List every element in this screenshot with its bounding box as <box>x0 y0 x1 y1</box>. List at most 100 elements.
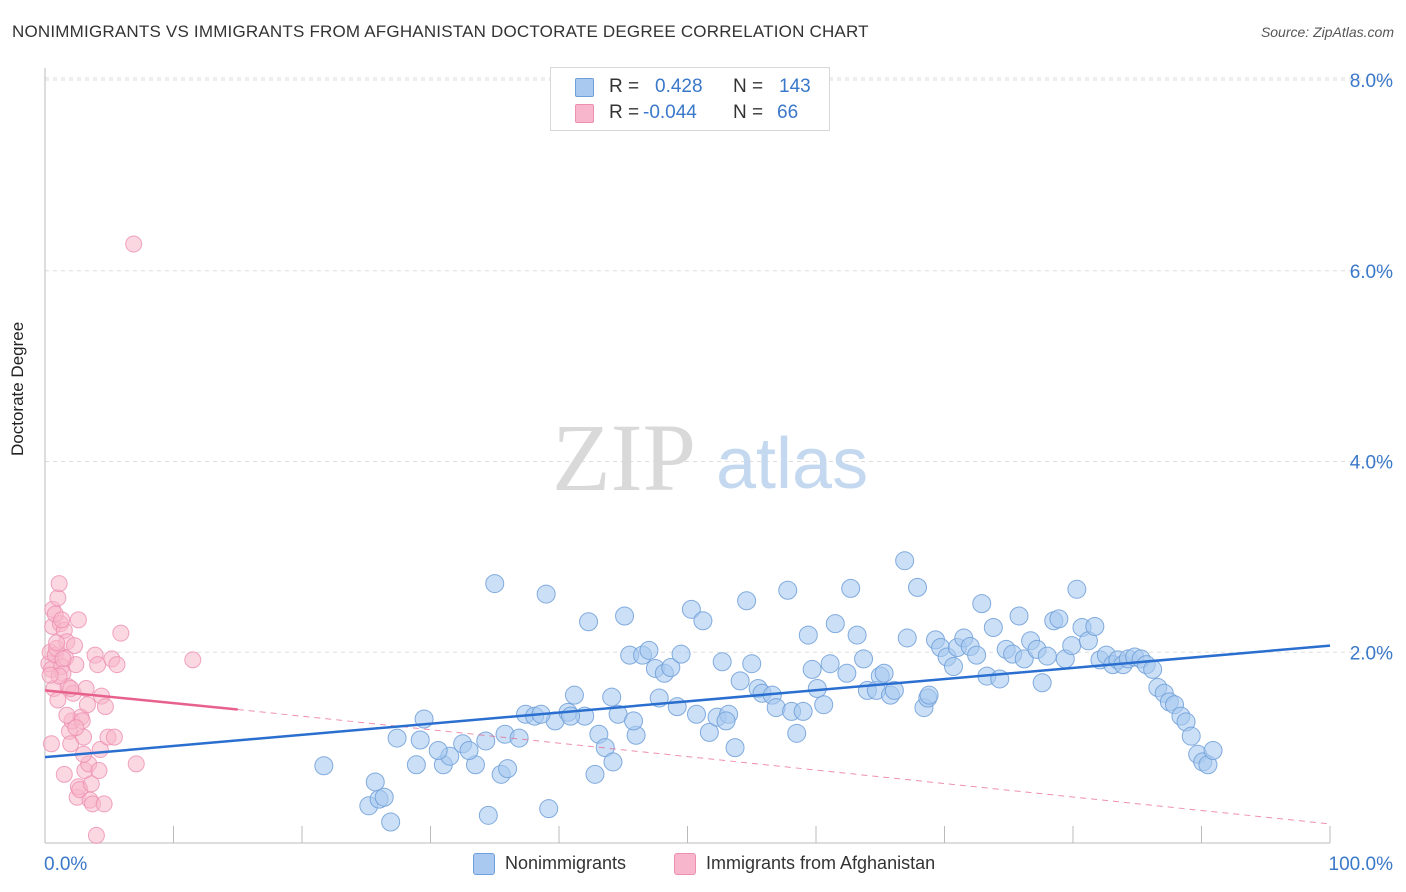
nonimmigrants-point <box>820 654 840 674</box>
immigrants-point <box>48 634 66 652</box>
nonimmigrants-point <box>712 652 732 672</box>
immigrants-point <box>41 666 59 684</box>
nonimmigrants-point <box>585 764 605 784</box>
nonimmigrants-point <box>667 697 687 717</box>
nonimmigrants-point <box>837 663 857 683</box>
nonimmigrants-point <box>967 645 987 665</box>
y-tick-label: 6.0% <box>1350 262 1393 283</box>
legend-swatch-blue <box>575 78 594 97</box>
immigrants-point <box>67 719 85 737</box>
nonimmigrants-point <box>716 711 736 731</box>
nonimmigrants-point <box>478 805 498 825</box>
nonimmigrants-point <box>1014 649 1034 669</box>
immigrants-point <box>53 611 71 629</box>
correlation-legend: R = 0.428 N = 143 R = -0.044 N = 66 <box>550 67 830 131</box>
nonimmigrants-point <box>943 657 963 677</box>
nonimmigrants-points <box>314 551 1223 832</box>
immigrants-point <box>42 735 60 753</box>
nonimmigrants-point <box>1032 673 1052 693</box>
immigrants-point <box>58 706 76 724</box>
bottom-legend-swatch-pink <box>674 853 696 875</box>
nonimmigrants-point <box>1067 579 1087 599</box>
immigrants-point <box>96 698 114 716</box>
nonimmigrants-point <box>884 680 904 700</box>
nonimmigrants-point <box>908 577 928 597</box>
nonimmigrants-point <box>798 625 818 645</box>
immigrants-point <box>49 589 67 607</box>
nonimmigrants-point <box>1009 606 1029 626</box>
nonimmigrants-point <box>1181 726 1201 746</box>
nonimmigrants-point <box>895 551 915 571</box>
nonimmigrants-point <box>730 671 750 691</box>
nonimmigrants-point <box>498 759 518 779</box>
watermark-zip: ZIP <box>552 404 696 511</box>
nonimmigrants-point <box>847 625 867 645</box>
immigrants-point <box>184 651 202 669</box>
immigrants-trend-line <box>44 689 238 711</box>
legend-n-value: 143 <box>779 76 811 97</box>
nonimmigrants-point <box>485 574 505 594</box>
legend-r-value: 0.428 <box>655 76 703 97</box>
immigrants-point <box>49 691 67 709</box>
immigrants-point <box>95 795 113 813</box>
immigrants-point <box>55 765 73 783</box>
nonimmigrants-point <box>802 659 822 679</box>
tick-labels: 2.0% 4.0% 6.0% 8.0% 0.0% 100.0% <box>44 71 1393 875</box>
nonimmigrants-point <box>737 591 757 611</box>
nonimmigrants-point <box>615 606 635 626</box>
nonimmigrants-point <box>841 578 861 598</box>
nonimmigrants-point <box>387 728 407 748</box>
y-tick-label: 8.0% <box>1350 71 1393 92</box>
immigrants-point <box>90 762 108 780</box>
nonimmigrants-point <box>972 594 992 614</box>
immigrants-point <box>82 775 100 793</box>
watermark-atlas: atlas <box>716 424 868 504</box>
bottom-legend-label: Immigrants from Afghanistan <box>706 853 936 873</box>
nonimmigrants-point <box>1143 659 1163 679</box>
immigrants-point <box>69 611 87 629</box>
nonimmigrants-point <box>854 649 874 669</box>
nonimmigrants-point <box>539 799 559 819</box>
nonimmigrants-point <box>314 756 334 776</box>
nonimmigrants-point <box>459 740 479 760</box>
nonimmigrants-trend-line <box>44 644 1331 759</box>
immigrants-point <box>127 755 145 773</box>
legend-r-label: R = <box>609 102 640 123</box>
legend-n-label: N = <box>733 76 764 97</box>
y-tick-label: 2.0% <box>1350 643 1393 664</box>
y-tick-label: 4.0% <box>1350 453 1393 474</box>
nonimmigrants-point <box>410 730 430 750</box>
nonimmigrants-point <box>476 731 496 751</box>
legend-n-value: 66 <box>777 102 799 123</box>
immigrants-point <box>78 696 96 714</box>
bottom-legend-swatch-blue <box>473 853 495 875</box>
watermark: ZIP atlas <box>552 404 868 511</box>
nonimmigrants-point <box>725 738 745 758</box>
immigrants-point <box>89 656 107 674</box>
nonimmigrants-point <box>661 658 681 678</box>
nonimmigrants-point <box>825 614 845 634</box>
immigrants-point <box>125 235 143 253</box>
nonimmigrants-point <box>639 640 659 660</box>
immigrants-point <box>87 826 105 844</box>
x-tick-label: 100.0% <box>1329 854 1394 875</box>
source-label: Source: ZipAtlas.com <box>1260 24 1394 40</box>
nonimmigrants-point <box>509 728 529 748</box>
nonimmigrants-point <box>1203 740 1223 760</box>
nonimmigrants-point <box>406 755 426 775</box>
nonimmigrants-point <box>1049 609 1069 629</box>
legend-r-label: R = <box>609 76 640 97</box>
immigrants-point <box>108 656 126 674</box>
chart-title: NONIMMIGRANTS VS IMMIGRANTS FROM AFGHANI… <box>12 22 869 41</box>
nonimmigrants-point <box>793 701 813 721</box>
nonimmigrants-point <box>699 722 719 742</box>
legend-swatch-pink <box>575 104 594 123</box>
nonimmigrants-point <box>787 723 807 743</box>
y-axis-label: Doctorate Degree <box>8 321 27 456</box>
nonimmigrants-point <box>778 580 798 600</box>
nonimmigrants-point <box>686 704 706 724</box>
trend-lines <box>44 644 1331 825</box>
bottom-legend-label: Nonimmigrants <box>505 853 627 873</box>
nonimmigrants-point <box>374 787 394 807</box>
